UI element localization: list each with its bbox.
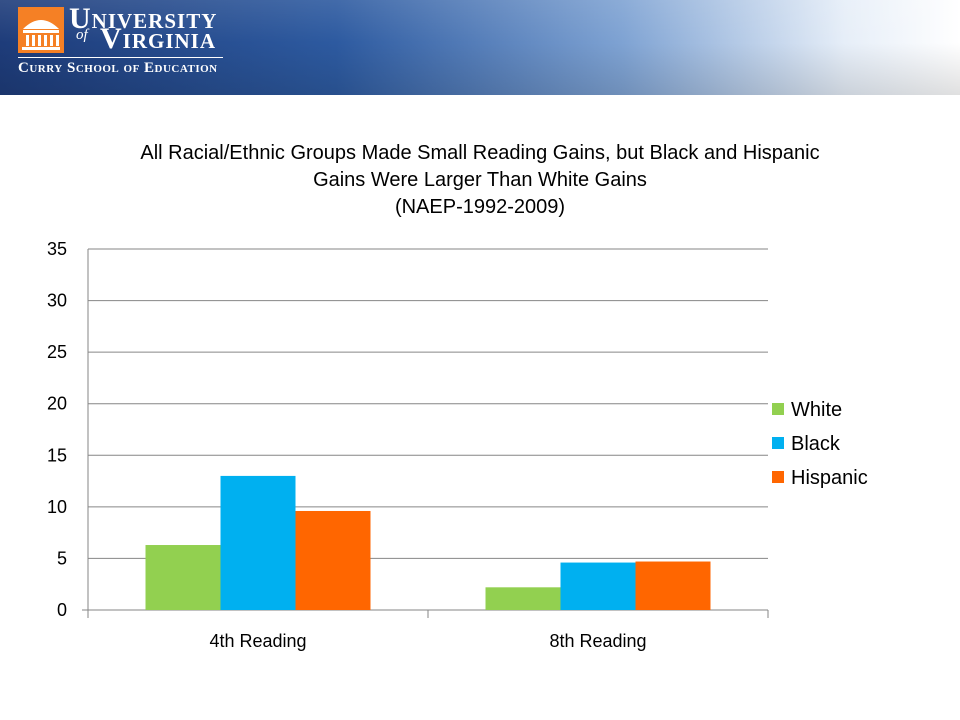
y-tick-label: 5 [57, 548, 67, 568]
y-tick-label: 20 [47, 394, 67, 414]
chart-title-line-1: All Racial/Ethnic Groups Made Small Read… [140, 142, 820, 164]
legend-swatch-white [772, 403, 784, 415]
university-name-line1: University [69, 2, 218, 35]
bar-white-1 [145, 545, 221, 610]
header-banner: University of Virginia Curry School of E… [0, 0, 960, 95]
bar-white-2 [485, 587, 561, 610]
bar-black-2 [560, 562, 636, 610]
school-name: Curry School of Education [18, 60, 218, 76]
chart-title-line-2: Gains Were Larger Than White Gains [313, 169, 647, 191]
y-tick-label: 35 [47, 239, 67, 259]
logo-divider [18, 57, 223, 58]
legend-label-white: White [791, 399, 842, 421]
legend-swatch-hispanic [772, 471, 784, 483]
university-name-of: of [76, 27, 88, 43]
legend-swatch-black [772, 437, 784, 449]
bar-hispanic-1 [295, 510, 371, 610]
y-tick-label: 15 [47, 445, 67, 465]
chart-title: All Racial/Ethnic Groups Made Small Read… [40, 140, 920, 221]
chart-title-line-3: (NAEP-1992-2009) [394, 196, 566, 218]
rotunda-logo-icon [18, 7, 64, 53]
y-tick-label: 30 [47, 291, 67, 311]
bar-hispanic-2 [635, 561, 711, 610]
x-tick-label: 8th Reading [549, 631, 646, 651]
bar-black-1 [220, 475, 296, 610]
banner-shade [0, 0, 960, 95]
legend-label-hispanic: Hispanic [791, 467, 868, 489]
university-name-line2: Virginia [100, 22, 217, 55]
y-tick-label: 0 [57, 600, 67, 620]
y-tick-label: 10 [47, 497, 67, 517]
legend-label-black: Black [791, 433, 841, 455]
y-tick-label: 25 [47, 342, 67, 362]
x-tick-label: 4th Reading [209, 631, 306, 651]
